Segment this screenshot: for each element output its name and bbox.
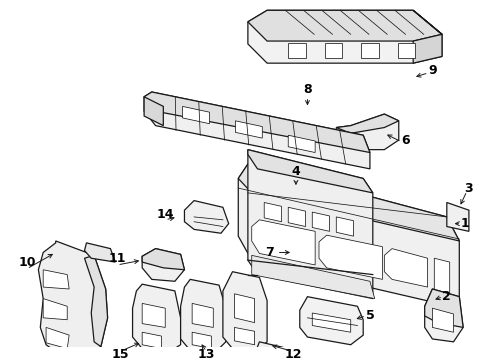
Polygon shape <box>142 303 165 328</box>
Text: 1: 1 <box>461 217 469 230</box>
Text: 10: 10 <box>18 256 36 269</box>
Polygon shape <box>384 249 428 287</box>
Text: 6: 6 <box>401 134 410 147</box>
Polygon shape <box>133 284 181 354</box>
Polygon shape <box>192 303 213 328</box>
Polygon shape <box>425 289 463 342</box>
Polygon shape <box>288 207 306 226</box>
Polygon shape <box>144 97 163 126</box>
Text: 11: 11 <box>108 252 126 265</box>
Polygon shape <box>248 150 373 193</box>
Polygon shape <box>413 10 442 63</box>
Polygon shape <box>142 249 184 281</box>
Polygon shape <box>255 342 293 358</box>
Polygon shape <box>38 241 108 358</box>
Polygon shape <box>283 246 322 278</box>
Text: 4: 4 <box>292 165 300 178</box>
Polygon shape <box>144 92 370 169</box>
Polygon shape <box>288 135 315 153</box>
Polygon shape <box>238 164 459 308</box>
Polygon shape <box>447 202 469 231</box>
Polygon shape <box>300 297 363 345</box>
Text: 9: 9 <box>428 64 437 77</box>
Polygon shape <box>235 121 262 138</box>
Polygon shape <box>84 243 115 262</box>
Text: 12: 12 <box>284 348 302 360</box>
Text: 15: 15 <box>111 348 129 360</box>
Polygon shape <box>184 201 229 233</box>
Polygon shape <box>283 246 322 270</box>
Text: 5: 5 <box>366 309 374 323</box>
Polygon shape <box>223 272 267 351</box>
Polygon shape <box>398 43 415 58</box>
Text: 14: 14 <box>156 207 174 221</box>
Text: 3: 3 <box>465 181 473 195</box>
Text: 7: 7 <box>265 246 273 259</box>
Polygon shape <box>336 114 399 150</box>
Polygon shape <box>336 114 399 133</box>
Polygon shape <box>288 43 306 58</box>
Polygon shape <box>84 255 108 347</box>
Polygon shape <box>144 92 370 153</box>
Polygon shape <box>142 332 161 348</box>
Polygon shape <box>252 220 315 265</box>
Polygon shape <box>183 107 209 124</box>
Polygon shape <box>432 308 454 332</box>
Text: 8: 8 <box>303 82 312 96</box>
Polygon shape <box>248 150 373 298</box>
Polygon shape <box>43 270 69 289</box>
Polygon shape <box>46 328 69 348</box>
Polygon shape <box>257 222 307 255</box>
Polygon shape <box>43 298 67 320</box>
Polygon shape <box>238 164 459 241</box>
Polygon shape <box>325 43 342 58</box>
Polygon shape <box>234 294 255 323</box>
Polygon shape <box>336 217 354 236</box>
Polygon shape <box>312 313 351 332</box>
Text: 2: 2 <box>442 290 451 303</box>
Text: 13: 13 <box>198 348 215 360</box>
Polygon shape <box>264 202 282 222</box>
Polygon shape <box>248 10 442 41</box>
Polygon shape <box>361 43 379 58</box>
Polygon shape <box>142 249 184 270</box>
Polygon shape <box>181 279 226 354</box>
Polygon shape <box>434 258 450 298</box>
Polygon shape <box>248 10 442 63</box>
Polygon shape <box>252 255 375 298</box>
Polygon shape <box>192 332 211 348</box>
Polygon shape <box>319 235 382 279</box>
Polygon shape <box>234 328 255 345</box>
Polygon shape <box>312 212 330 231</box>
Polygon shape <box>425 289 463 328</box>
